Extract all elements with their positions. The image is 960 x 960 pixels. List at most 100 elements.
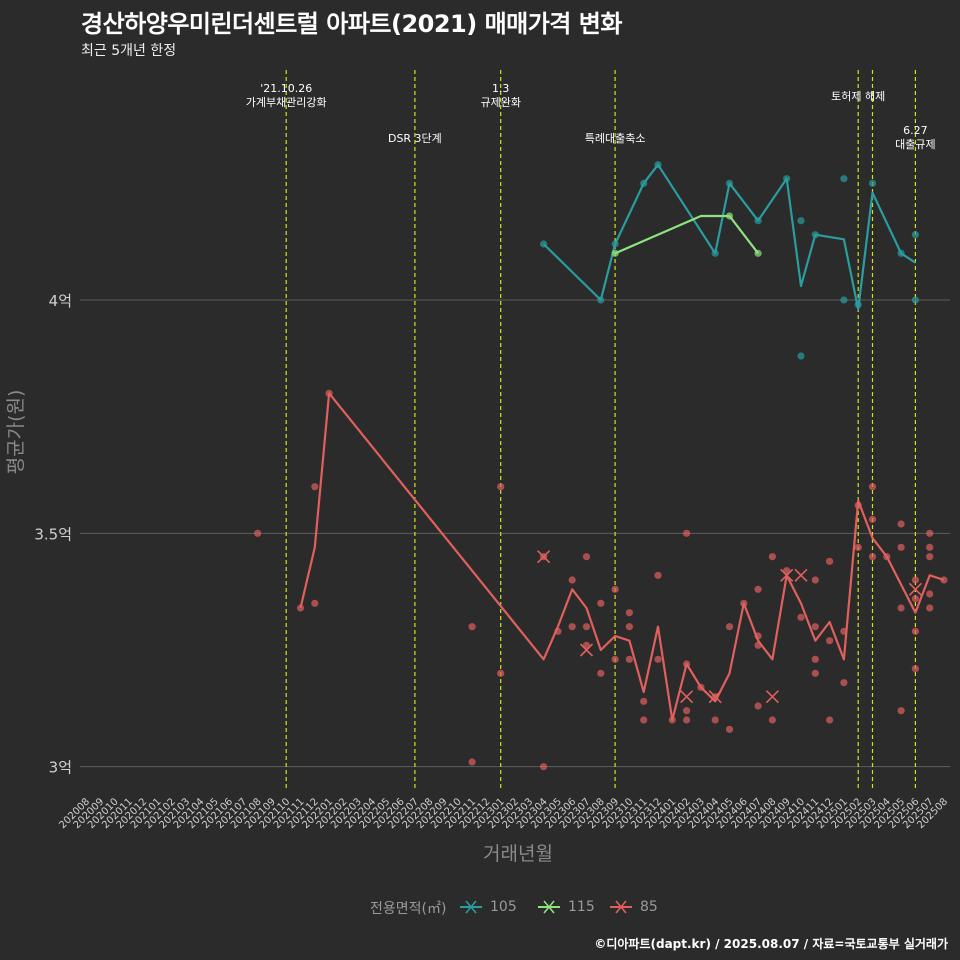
event-label: 토허제 해제 (831, 89, 885, 103)
data-point-85 (625, 623, 634, 631)
cross-marker-85 (708, 690, 722, 704)
data-point-85 (826, 557, 834, 565)
data-point-85 (683, 707, 691, 715)
legend-label-115: 115 (568, 899, 595, 915)
data-point-85 (625, 655, 634, 663)
data-point-85 (611, 655, 619, 663)
data-point-85 (897, 707, 905, 715)
data-point-85 (811, 576, 819, 584)
data-point-105 (840, 296, 848, 304)
data-point-85 (911, 595, 920, 603)
cross-marker-85 (908, 582, 922, 596)
data-point-85 (911, 627, 920, 635)
data-point-85 (926, 543, 934, 551)
data-point-85 (568, 576, 576, 584)
data-point-85 (468, 758, 476, 766)
cross-marker-85 (579, 643, 594, 657)
cross-marker-85 (765, 690, 779, 704)
data-point-85 (582, 623, 591, 631)
legend-label-105: 105 (490, 899, 517, 915)
legend: 전용면적(㎡) 105 115 85 (0, 895, 960, 919)
legend-item-115: 115 (536, 895, 595, 919)
data-point-85 (897, 604, 905, 612)
legend-item-85: 85 (608, 895, 658, 919)
series-line-115 (614, 214, 759, 255)
y-axis-label: 평균가(원) (5, 390, 27, 475)
data-point-85 (468, 623, 476, 631)
series-105 (540, 161, 920, 360)
x-axis-label: 거래년월 (483, 843, 553, 865)
y-tick-label: 4억 (49, 292, 72, 310)
cross-marker-85 (780, 568, 794, 582)
data-point-85 (897, 520, 905, 528)
data-point-85 (811, 669, 819, 677)
data-point-85 (611, 585, 619, 593)
legend-item-105: 105 (458, 895, 517, 919)
data-point-85 (868, 553, 877, 561)
data-point-85 (826, 716, 834, 724)
data-point-85 (926, 604, 934, 612)
source-caption: ©디아파트(dapt.kr) / 2025.08.07 / 자료=국토교통부 실… (594, 937, 948, 951)
data-point-85 (625, 609, 634, 617)
data-point-85 (640, 697, 648, 705)
data-point-85 (311, 483, 319, 491)
legend-label-85: 85 (640, 899, 658, 915)
data-point-85 (254, 529, 262, 537)
data-point-85 (840, 679, 848, 687)
data-point-85 (683, 716, 691, 724)
data-point-85 (868, 515, 877, 523)
chart-title: 경산하양우미린더센트럴 아파트(2021) 매매가격 변화 (81, 10, 622, 38)
data-point-105 (797, 217, 805, 225)
data-point-85 (797, 613, 805, 621)
data-point-85 (640, 716, 648, 724)
data-point-85 (582, 553, 591, 561)
data-point-85 (497, 483, 505, 491)
event-label: '21.10.26 가계부채관리강화 (246, 82, 327, 109)
data-point-85 (926, 529, 934, 537)
data-point-85 (683, 529, 691, 537)
chart-subtitle: 최근 5개년 한정 (81, 43, 177, 59)
data-point-85 (568, 623, 576, 631)
data-point-85 (911, 665, 920, 673)
event-label: 특례대출축소 (585, 132, 646, 145)
data-point-85 (926, 590, 934, 598)
data-point-85 (311, 599, 319, 607)
event-label: 1.3 규제완화 (480, 82, 520, 109)
data-point-85 (754, 702, 762, 710)
data-point-85 (597, 599, 605, 607)
series-group (254, 161, 948, 771)
data-point-85 (768, 553, 777, 561)
series-line-105 (542, 163, 917, 311)
data-point-85 (826, 637, 834, 645)
series-115 (611, 212, 762, 257)
data-point-85 (497, 669, 505, 677)
data-point-85 (854, 543, 862, 551)
data-point-105 (911, 296, 920, 304)
data-point-85 (868, 483, 877, 491)
data-point-105 (797, 352, 805, 360)
data-point-85 (768, 716, 777, 724)
data-point-85 (654, 655, 662, 663)
data-point-85 (654, 571, 662, 579)
legend-key-105 (460, 900, 482, 914)
y-tick-labels: 3억 3.5억 4억 (34, 292, 72, 777)
data-point-105 (911, 231, 920, 239)
y-tick-label: 3.5억 (34, 525, 72, 543)
cross-marker-85 (680, 690, 694, 704)
legend-key-115 (538, 900, 560, 914)
data-point-85 (811, 623, 819, 631)
x-tick-labels: 2020082020092020102020112020122021012021… (57, 796, 950, 831)
cross-marker-85 (537, 550, 551, 564)
event-label: 6.27 대출규제 (895, 124, 935, 151)
data-point-85 (897, 543, 905, 551)
data-point-85 (811, 655, 819, 663)
series-line-85 (299, 392, 945, 722)
data-point-85 (911, 576, 920, 584)
y-tick-label: 3억 (49, 759, 72, 777)
event-label: DSR 3단계 (388, 132, 442, 145)
series-85 (254, 389, 948, 771)
legend-key-85 (610, 900, 632, 914)
legend-title: 전용면적(㎡) (370, 901, 447, 917)
data-point-85 (725, 623, 734, 631)
